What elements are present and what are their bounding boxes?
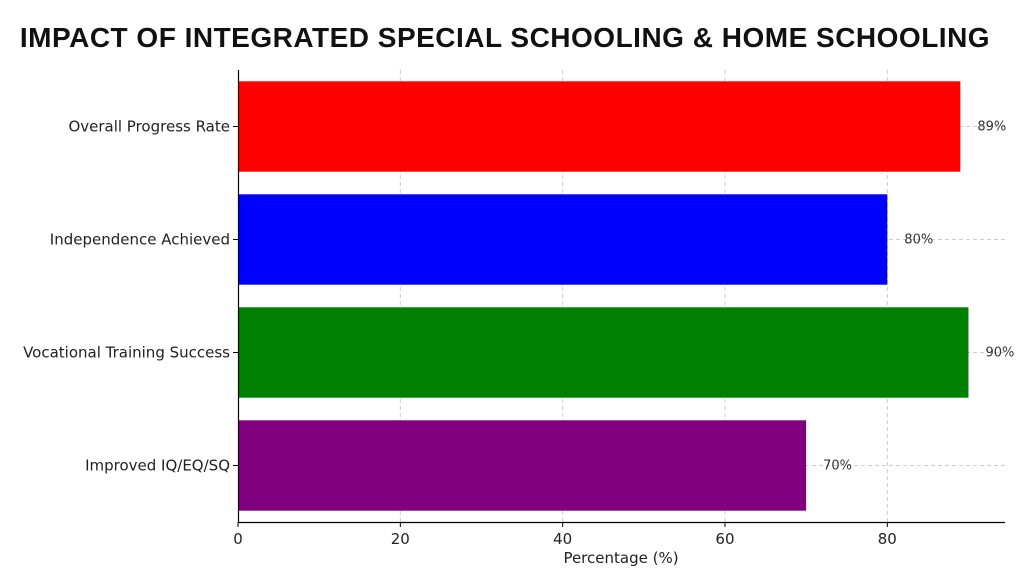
category-label: Improved IQ/EQ/SQ <box>85 457 230 475</box>
bar <box>238 81 961 172</box>
bar <box>238 307 969 398</box>
x-tick-label: 0 <box>233 530 243 548</box>
category-labels: Overall Progress Rate Independence Achiev… <box>23 118 238 475</box>
axes <box>237 70 1005 524</box>
x-ticks: 0 20 40 60 80 <box>233 522 897 548</box>
data-label: 90% <box>985 346 1014 361</box>
bar <box>238 194 888 285</box>
bar <box>238 420 807 511</box>
data-label: 70% <box>823 459 852 474</box>
x-tick-label: 40 <box>553 530 572 548</box>
data-label: 80% <box>904 233 933 248</box>
data-label: 89% <box>977 120 1006 135</box>
category-label: Overall Progress Rate <box>68 118 230 136</box>
category-label: Independence Achieved <box>50 231 230 249</box>
data-labels: 89% 80% 90% 70% <box>823 120 1014 474</box>
category-label: Vocational Training Success <box>23 344 230 362</box>
chart-title: IMPACT OF INTEGRATED SPECIAL SCHOOLING &… <box>19 22 991 53</box>
x-tick-label: 80 <box>878 530 897 548</box>
x-axis-title: Percentage (%) <box>563 549 678 567</box>
bars <box>238 81 969 511</box>
x-tick-label: 20 <box>391 530 410 548</box>
x-tick-label: 60 <box>715 530 734 548</box>
